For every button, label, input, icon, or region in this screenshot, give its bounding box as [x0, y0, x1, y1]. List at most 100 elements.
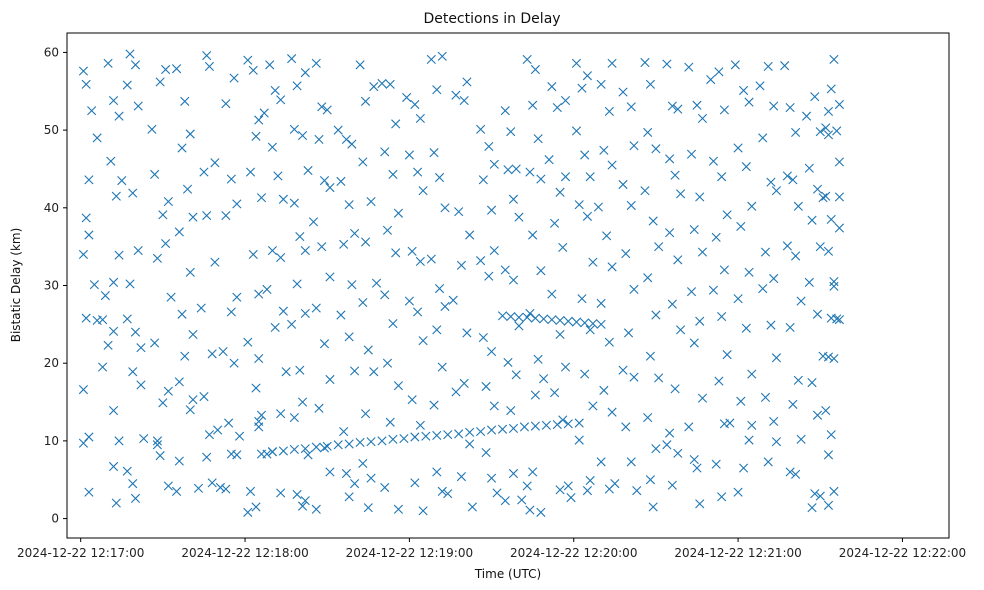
data-point — [300, 444, 310, 454]
data-point — [741, 162, 751, 172]
data-point — [418, 336, 428, 346]
data-point — [199, 392, 209, 402]
data-point — [514, 212, 524, 222]
data-point — [536, 174, 546, 184]
data-point — [500, 106, 510, 116]
data-point — [355, 60, 365, 70]
data-point — [276, 252, 286, 263]
data-point — [325, 183, 335, 193]
data-point — [300, 308, 310, 319]
data-point — [150, 338, 160, 348]
data-point — [388, 434, 398, 444]
data-point — [106, 156, 116, 166]
data-point — [114, 111, 124, 121]
data-point — [281, 367, 291, 377]
data-point — [596, 79, 606, 89]
data-point — [114, 436, 124, 446]
data-point — [519, 422, 530, 432]
x-axis-label: Time (UTC) — [474, 567, 541, 581]
data-point — [618, 365, 628, 375]
data-point — [826, 430, 836, 440]
data-point — [185, 129, 195, 139]
data-point — [336, 310, 346, 320]
data-point — [607, 58, 617, 68]
data-point — [125, 49, 135, 59]
data-point — [769, 416, 779, 427]
data-point — [278, 194, 288, 204]
data-point — [339, 239, 349, 249]
data-point — [793, 375, 803, 385]
data-point — [358, 157, 368, 167]
data-point — [577, 83, 587, 93]
data-point — [322, 105, 332, 115]
data-point — [319, 176, 330, 186]
data-point — [791, 127, 801, 138]
data-point — [832, 126, 842, 136]
data-point — [580, 369, 590, 379]
data-point — [243, 55, 253, 65]
data-point — [224, 418, 234, 428]
data-point — [662, 440, 672, 450]
data-point — [508, 468, 519, 479]
data-point — [456, 472, 467, 482]
data-point — [202, 50, 212, 61]
data-point — [528, 467, 538, 477]
data-point — [812, 309, 823, 319]
data-point — [355, 437, 365, 448]
data-point — [185, 267, 195, 277]
data-point — [763, 457, 773, 467]
data-point — [834, 223, 845, 233]
data-point — [81, 79, 91, 89]
data-point — [610, 479, 620, 489]
data-point — [366, 197, 376, 207]
x-tick-label: 2024-12-22 12:17:00 — [17, 546, 144, 560]
data-point — [161, 238, 171, 249]
data-point — [289, 444, 299, 455]
data-point — [555, 187, 565, 197]
data-point — [782, 171, 792, 181]
data-point — [84, 230, 94, 240]
data-point — [823, 246, 834, 256]
y-tick-label: 20 — [44, 356, 59, 370]
data-point — [213, 425, 223, 435]
data-point — [714, 67, 724, 77]
data-point — [297, 397, 308, 407]
data-point — [821, 405, 831, 416]
data-point — [747, 369, 757, 379]
data-point — [823, 500, 834, 510]
data-point — [697, 247, 708, 257]
data-point — [560, 96, 571, 106]
data-point — [108, 405, 119, 416]
data-point — [511, 370, 521, 380]
data-point — [826, 214, 836, 225]
data-point — [434, 172, 445, 183]
data-point — [708, 156, 719, 166]
data-point — [251, 383, 261, 393]
data-point — [166, 292, 176, 302]
data-point — [506, 405, 516, 416]
data-point — [344, 200, 354, 210]
data-point — [522, 312, 532, 322]
data-point — [686, 287, 697, 297]
data-point — [385, 417, 395, 427]
data-point — [582, 211, 593, 221]
data-point — [771, 186, 782, 196]
data-point — [311, 58, 321, 68]
data-point — [311, 442, 321, 452]
data-point — [736, 396, 746, 406]
data-point — [311, 504, 321, 514]
data-point — [607, 407, 617, 417]
data-point — [599, 145, 609, 155]
data-point — [695, 192, 705, 202]
data-point — [522, 481, 532, 491]
data-point — [465, 439, 475, 449]
data-point — [248, 249, 258, 260]
data-point — [467, 502, 477, 512]
data-point — [552, 102, 562, 113]
data-point — [675, 325, 686, 335]
data-point — [322, 441, 332, 451]
data-point — [382, 358, 393, 368]
data-point — [314, 134, 324, 145]
data-point — [347, 139, 357, 149]
data-point — [128, 367, 138, 377]
